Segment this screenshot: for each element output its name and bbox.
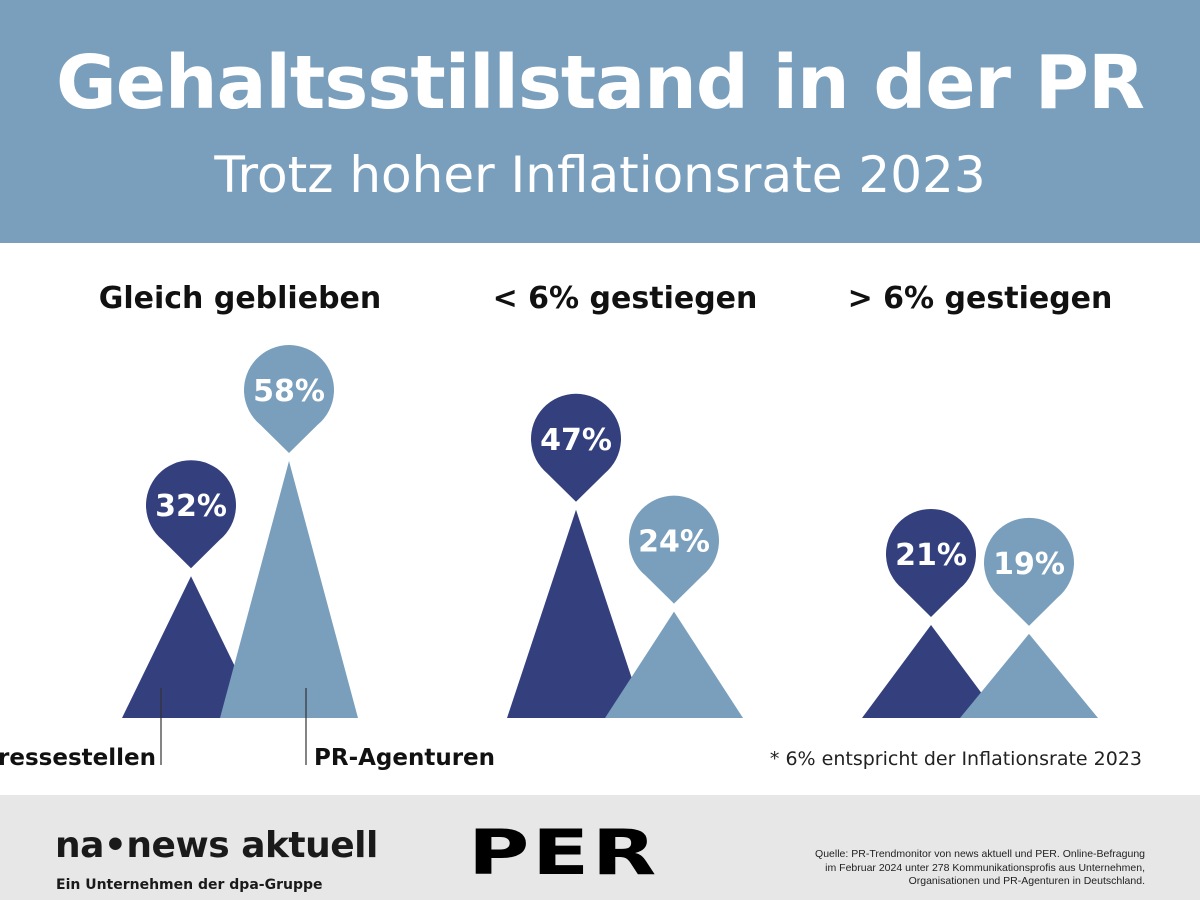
header-banner: Gehaltsstillstand in der PR Trotz hoher …: [0, 0, 1200, 243]
data-label: 47%: [540, 423, 612, 458]
source-note: Quelle: PR-Trendmonitor von news aktuell…: [765, 848, 1145, 889]
bar-pressestellen: [862, 624, 1000, 718]
data-label: 58%: [253, 374, 325, 409]
page-title: Gehaltsstillstand in der PR: [55, 40, 1145, 126]
page-subtitle: Trotz hoher Inflationsrate 2023: [214, 146, 986, 204]
category-label: < 6% gestiegen: [493, 281, 758, 316]
footer: na•news aktuell Ein Unternehmen der dpa-…: [0, 795, 1200, 900]
value-bubble: [146, 460, 237, 569]
data-label: 21%: [895, 538, 967, 573]
bar-pr-agenturen: [220, 461, 358, 718]
bar-pr-agenturen: [605, 611, 743, 718]
bar-pressestellen: [122, 576, 260, 718]
footnote: * 6% entspricht der Inflationsrate 2023: [770, 748, 1142, 770]
per-logo: PER: [468, 816, 660, 889]
news-aktuell-logo: na•news aktuell: [55, 825, 378, 866]
value-bubble: [984, 517, 1074, 626]
bar-pressestellen: [507, 509, 645, 718]
value-bubble: [885, 508, 976, 617]
category-label: > 6% gestiegen: [848, 281, 1113, 316]
source-line: Quelle: PR-Trendmonitor von news aktuell…: [815, 848, 1145, 860]
legend-label: Pressestellen: [0, 745, 156, 771]
value-bubble: [531, 393, 622, 502]
data-label: 32%: [155, 489, 227, 524]
source-line: im Februar 2024 unter 278 Kommunikations…: [825, 861, 1145, 874]
bar-pr-agenturen: [960, 633, 1098, 718]
data-label: 19%: [993, 547, 1065, 582]
category-label: Gleich geblieben: [99, 281, 382, 316]
chart: Gleich geblieben < 6% gestiegen > 6% gesti…: [0, 281, 1142, 771]
value-bubble: [244, 345, 335, 454]
legend-label: PR-Agenturen: [314, 745, 495, 771]
news-aktuell-tagline: Ein Unternehmen der dpa-Gruppe: [56, 877, 323, 893]
value-bubble: [629, 495, 719, 604]
data-label: 24%: [638, 525, 710, 560]
source-line: Organisationen und PR-Agenturen in Deuts…: [908, 875, 1145, 888]
